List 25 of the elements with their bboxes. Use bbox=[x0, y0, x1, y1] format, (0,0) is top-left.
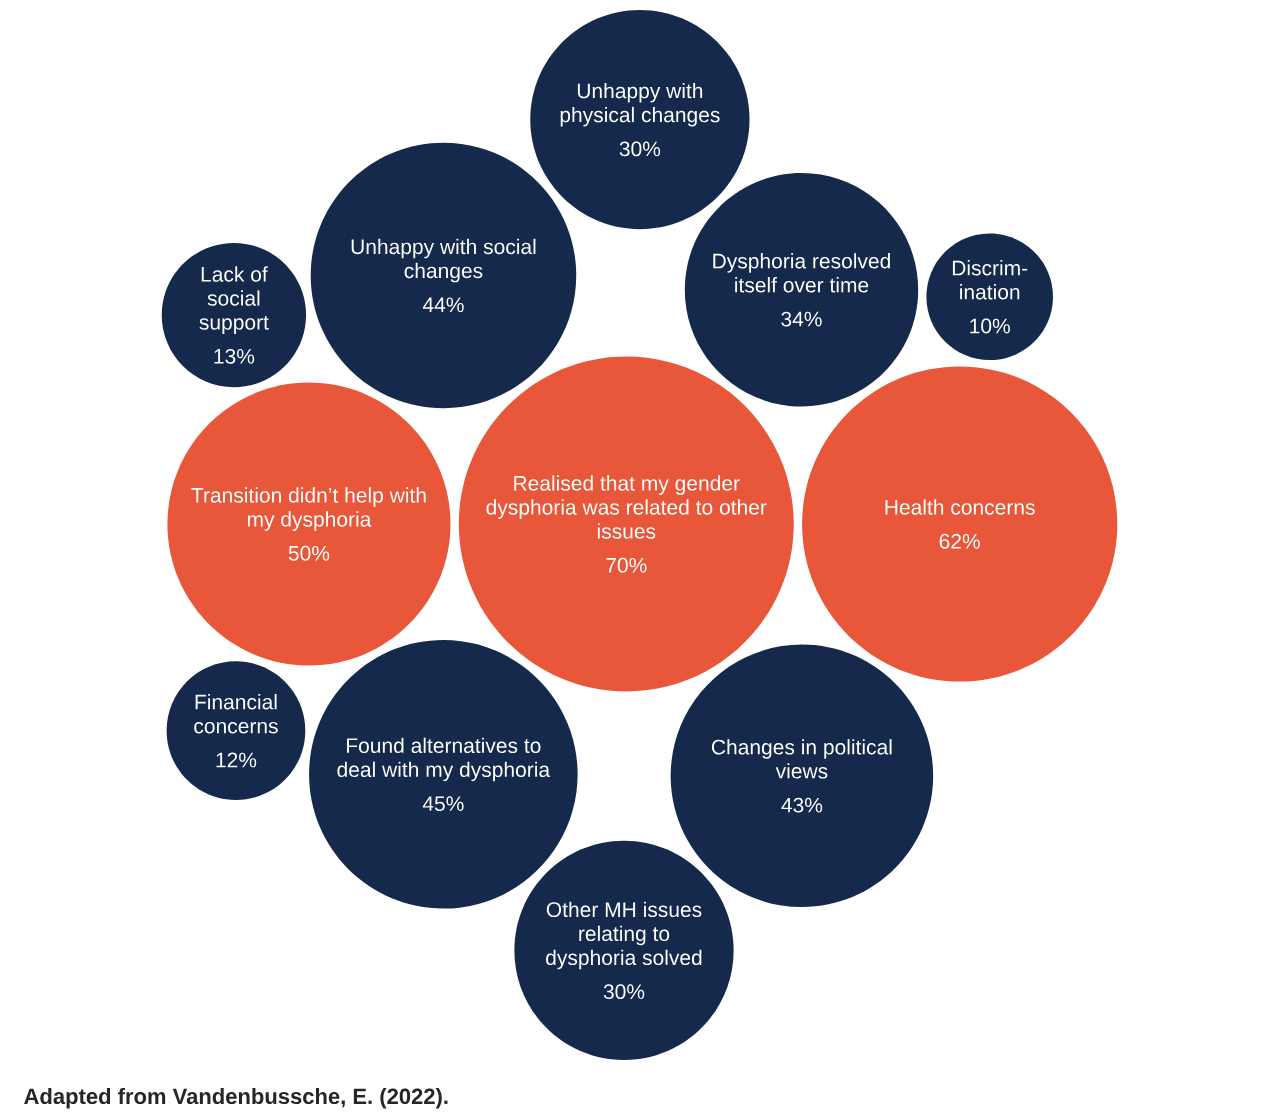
category-label: Health concerns bbox=[885, 499, 1035, 515]
category-label: Changes in political views bbox=[711, 739, 892, 779]
data-label: 34% bbox=[781, 311, 822, 327]
data-label: 30% bbox=[603, 984, 645, 1000]
category-label: Other MH issues relating to dysphoria solved bbox=[546, 901, 702, 970]
category-label: Found alternatives to deal with my dysphoria bbox=[337, 737, 551, 782]
text: Adapted from Vandenbussche, E. (2022). bbox=[24, 1087, 448, 1109]
data-label: 45% bbox=[422, 796, 464, 812]
category-label: Transition didn’t help with my dysphoria bbox=[191, 487, 426, 531]
data-label: 44% bbox=[422, 297, 464, 313]
category-label: Unhappy with physical changes bbox=[560, 82, 720, 127]
category-label: Financial concerns bbox=[194, 694, 278, 734]
data-label: 50% bbox=[288, 545, 330, 561]
data-label: 62% bbox=[939, 533, 980, 549]
data-label: 43% bbox=[781, 797, 823, 813]
category-label: Discrim-ination bbox=[952, 260, 1028, 300]
data-label: 30% bbox=[619, 141, 661, 157]
category-label: Unhappy with social changes bbox=[351, 238, 536, 283]
category-label: Lack of social support bbox=[199, 266, 269, 334]
data-label: 10% bbox=[970, 318, 1010, 334]
data-label: 13% bbox=[214, 348, 255, 364]
category-label: Realised that my gender dysphoria was related to other issues bbox=[486, 475, 767, 539]
data-label: 70% bbox=[606, 557, 647, 573]
data-label: 12% bbox=[216, 752, 257, 768]
category-label: Dysphoria resolved itself over time bbox=[713, 253, 890, 293]
